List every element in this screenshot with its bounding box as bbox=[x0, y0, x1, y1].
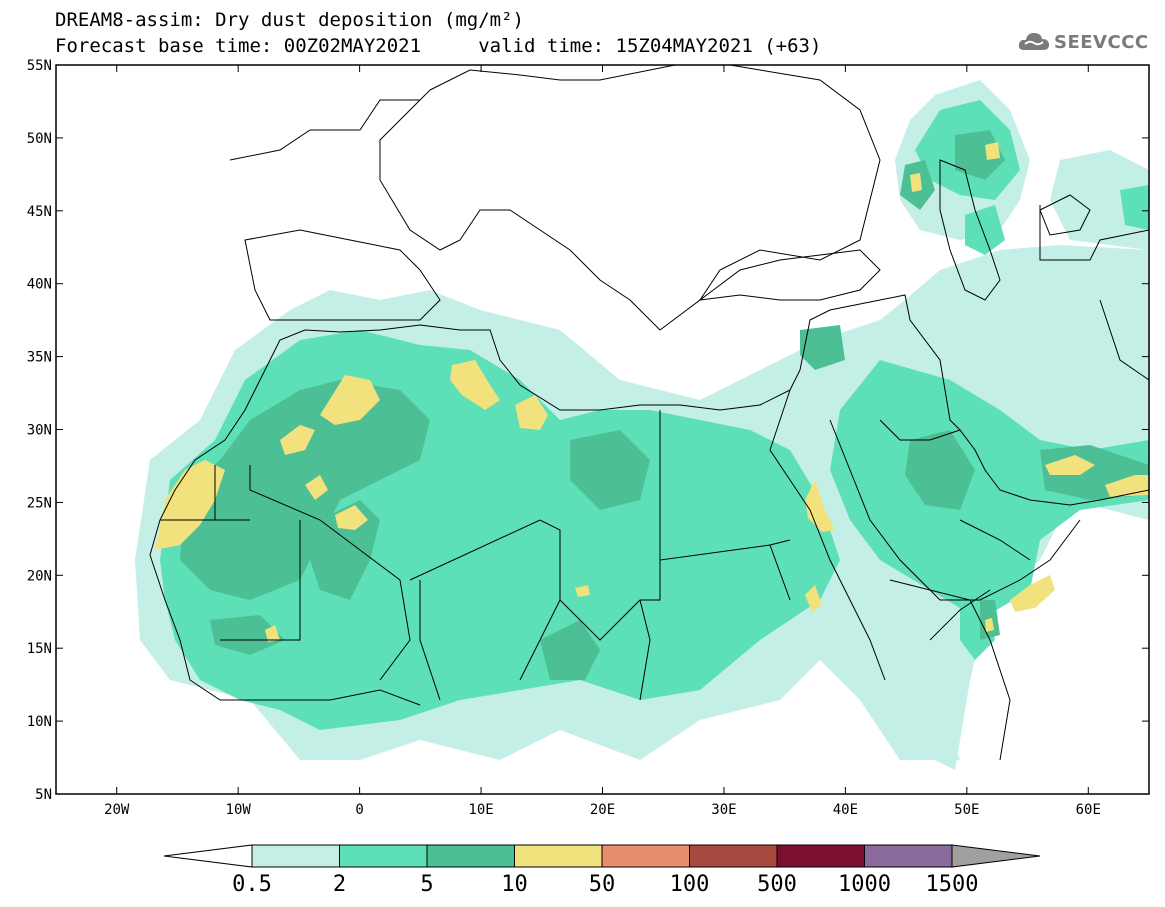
coastlines-borders bbox=[149, 65, 1149, 761]
legend-label: 100 bbox=[670, 872, 710, 897]
lon-tick-label: 50E bbox=[954, 802, 979, 818]
legend-boxes bbox=[163, 844, 1041, 868]
lon-tick-label: 30E bbox=[711, 802, 736, 818]
lat-tick-label: 35N bbox=[27, 350, 52, 366]
lon-tick-label: 60E bbox=[1076, 802, 1101, 818]
forecast-time-line: Forecast base time: 00Z02MAY2021 valid t… bbox=[55, 35, 822, 57]
lon-tick-label: 0 bbox=[355, 802, 363, 818]
legend-labels: 0.5 2 5 10 50 100 500 1000 1500 bbox=[232, 872, 978, 897]
legend-color-box bbox=[426, 844, 515, 868]
legend-color-box bbox=[514, 844, 603, 868]
legend-above-max-arrow bbox=[951, 844, 1041, 868]
legend-label: 1000 bbox=[838, 872, 891, 897]
legend-label: 5 bbox=[420, 872, 433, 897]
lat-tick-label: 20N bbox=[27, 568, 52, 584]
cloud-icon bbox=[1018, 33, 1049, 50]
seevccc-logo: SEEVCCC bbox=[1018, 28, 1149, 56]
legend-label: 500 bbox=[757, 872, 797, 897]
deposition-level-3 bbox=[180, 130, 1149, 680]
lat-tick-label: 50N bbox=[27, 131, 52, 147]
logo-text: SEEVCCC bbox=[1054, 31, 1149, 53]
legend-below-min-arrow bbox=[163, 844, 253, 868]
legend-label: 1500 bbox=[926, 872, 979, 897]
deposition-level-4 bbox=[155, 142, 1149, 642]
legend-color-box bbox=[689, 844, 778, 868]
latitude-axis: 55N 50N 45N 40N 35N 30N 25N 20N 15N 10N 5N bbox=[27, 58, 1149, 803]
lon-tick-label: 10E bbox=[468, 802, 493, 818]
legend-color-box bbox=[339, 844, 428, 868]
legend-color-box bbox=[251, 844, 340, 868]
longitude-axis: 20W 10W 0 10E 20E 30E 40E 50E 60E bbox=[104, 65, 1101, 818]
legend-color-box bbox=[601, 844, 690, 868]
lon-tick-label: 40E bbox=[833, 802, 858, 818]
lat-tick-label: 40N bbox=[27, 277, 52, 293]
lat-tick-label: 15N bbox=[27, 641, 52, 657]
legend-label: 50 bbox=[589, 872, 616, 897]
lat-tick-label: 10N bbox=[27, 714, 52, 730]
lat-tick-label: 5N bbox=[35, 787, 52, 803]
dust-field bbox=[135, 65, 1149, 770]
lat-tick-label: 45N bbox=[27, 204, 52, 220]
legend-label: 10 bbox=[501, 872, 528, 897]
legend-label: 2 bbox=[333, 872, 346, 897]
legend-label: 0.5 bbox=[232, 872, 272, 897]
lat-tick-label: 30N bbox=[27, 423, 52, 439]
lat-tick-label: 25N bbox=[27, 495, 52, 511]
lon-tick-label: 20W bbox=[104, 802, 130, 818]
lon-tick-label: 20E bbox=[590, 802, 615, 818]
lon-tick-label: 10W bbox=[226, 802, 252, 818]
lat-tick-label: 55N bbox=[27, 58, 52, 74]
legend-color-box bbox=[776, 844, 865, 868]
legend-color-box bbox=[864, 844, 953, 868]
map-title: DREAM8-assim: Dry dust deposition (mg/m²… bbox=[55, 9, 524, 31]
